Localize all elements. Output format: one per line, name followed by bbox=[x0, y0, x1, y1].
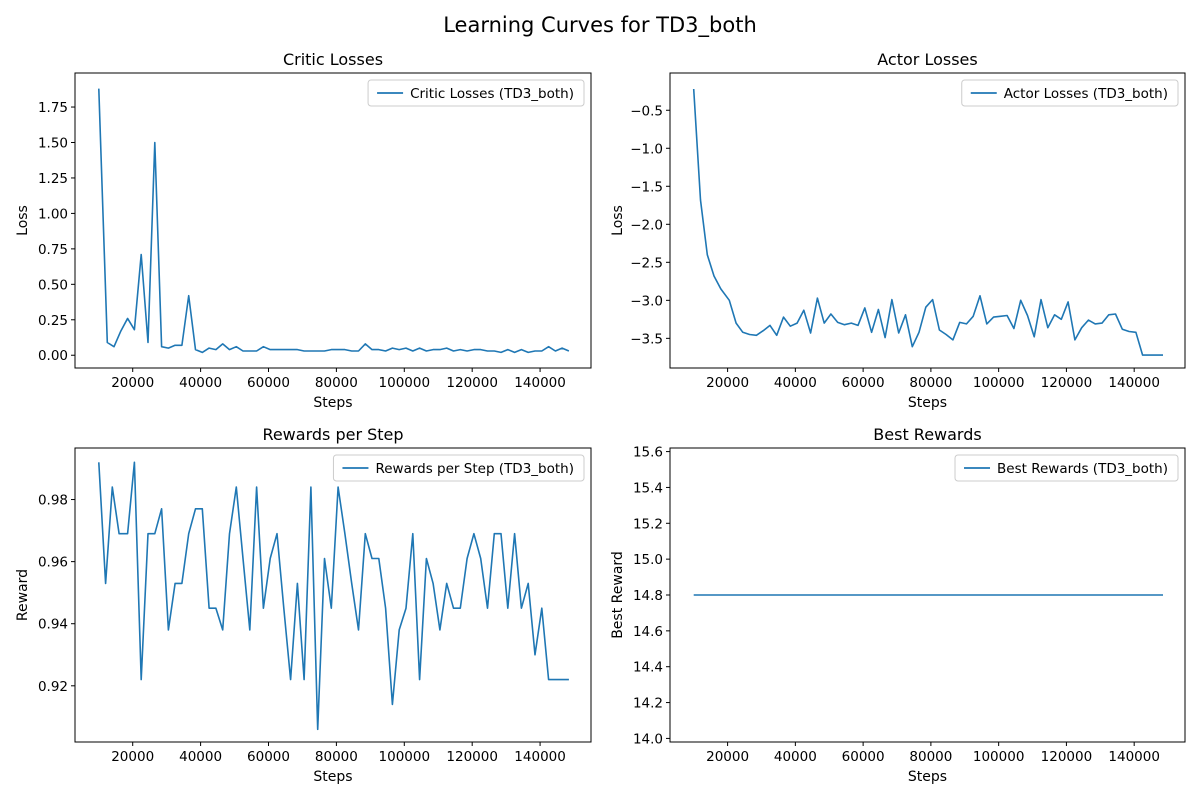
x-tick-label: 140000 bbox=[514, 749, 566, 765]
plot-frame bbox=[74, 447, 592, 743]
legend-box bbox=[961, 79, 1179, 107]
y-axis-label: Best Reward bbox=[610, 551, 626, 639]
y-tick-label: 0.25 bbox=[38, 313, 68, 329]
series-line bbox=[98, 461, 569, 731]
x-tick-label: 40000 bbox=[774, 749, 817, 765]
legend-label: Critic Losses (TD3_both) bbox=[410, 86, 574, 102]
y-tick-label: 14.6 bbox=[633, 624, 663, 640]
x-axis-label: Steps bbox=[313, 395, 352, 411]
y-tick-label: −2.0 bbox=[630, 217, 663, 233]
chart-panel: Best Rewards 20000 40000 60000 80000 100000 12… bbox=[610, 425, 1186, 785]
x-tick-label: 60000 bbox=[842, 749, 885, 765]
x-tick-label: 60000 bbox=[842, 375, 885, 391]
y-tick-label: 14.4 bbox=[633, 660, 663, 676]
x-tick-label: 140000 bbox=[1108, 749, 1160, 765]
x-tick-label: 20000 bbox=[111, 749, 154, 765]
x-tick-label: 100000 bbox=[973, 375, 1025, 391]
chart-title: Best Rewards bbox=[873, 425, 981, 444]
y-tick-label: 0.94 bbox=[38, 617, 68, 633]
y-tick-label: 0.92 bbox=[38, 679, 68, 695]
series-line bbox=[692, 88, 1163, 356]
x-tick-label: 120000 bbox=[1041, 749, 1093, 765]
chart-panel: Actor Losses 20000 40000 60000 80000 100000 12… bbox=[610, 50, 1186, 411]
x-axis-label: Steps bbox=[313, 769, 352, 785]
x-tick-label: 80000 bbox=[315, 375, 358, 391]
y-tick-label: 0.75 bbox=[38, 242, 68, 258]
legend-label: Actor Losses (TD3_both) bbox=[1004, 86, 1168, 102]
x-tick-label: 20000 bbox=[111, 375, 154, 391]
y-axis-label: Reward bbox=[15, 569, 31, 621]
x-axis-label: Steps bbox=[908, 769, 947, 785]
x-tick-label: 120000 bbox=[446, 749, 498, 765]
y-tick-label: −0.5 bbox=[630, 103, 663, 119]
x-tick-label: 80000 bbox=[909, 375, 952, 391]
x-tick-label: 40000 bbox=[179, 375, 222, 391]
y-tick-label: −3.5 bbox=[630, 331, 663, 347]
x-tick-label: 120000 bbox=[446, 375, 498, 391]
x-tick-label: 100000 bbox=[973, 749, 1025, 765]
y-tick-label: 15.0 bbox=[633, 552, 663, 568]
y-tick-label: 14.8 bbox=[633, 588, 663, 604]
x-tick-label: 100000 bbox=[379, 749, 431, 765]
series-line bbox=[98, 88, 570, 354]
y-tick-label: 14.0 bbox=[633, 731, 663, 747]
x-tick-label: 100000 bbox=[379, 375, 431, 391]
y-tick-label: −3.0 bbox=[630, 293, 663, 309]
x-tick-label: 120000 bbox=[1041, 375, 1093, 391]
chart-panel: Critic Losses 20000 40000 60000 80000 100000 1… bbox=[15, 50, 592, 411]
x-tick-label: 140000 bbox=[514, 375, 566, 391]
legend-box bbox=[367, 79, 585, 107]
y-tick-label: 0.50 bbox=[38, 277, 68, 293]
y-tick-label: −1.0 bbox=[630, 141, 663, 157]
legend-box bbox=[954, 454, 1179, 482]
y-tick-label: 0.00 bbox=[38, 348, 68, 364]
y-tick-label: 1.25 bbox=[38, 171, 68, 187]
y-tick-label: 15.4 bbox=[633, 480, 663, 496]
x-tick-label: 20000 bbox=[706, 375, 749, 391]
x-tick-label: 20000 bbox=[706, 749, 749, 765]
chart-title: Critic Losses bbox=[283, 50, 383, 69]
x-tick-label: 80000 bbox=[315, 749, 358, 765]
plot-frame bbox=[669, 72, 1186, 369]
x-axis-label: Steps bbox=[908, 395, 947, 411]
chart-title: Rewards per Step bbox=[262, 425, 403, 444]
x-tick-label: 60000 bbox=[247, 749, 290, 765]
plot-frame bbox=[74, 72, 592, 369]
y-tick-label: 14.2 bbox=[633, 696, 663, 712]
legend-label: Best Rewards (TD3_both) bbox=[997, 461, 1168, 477]
x-tick-label: 60000 bbox=[247, 375, 290, 391]
y-tick-label: 0.96 bbox=[38, 555, 68, 571]
y-axis-label: Loss bbox=[15, 205, 31, 236]
x-tick-label: 140000 bbox=[1108, 375, 1160, 391]
figure-title: Learning Curves for TD3_both bbox=[443, 13, 757, 38]
y-tick-label: 1.00 bbox=[38, 206, 68, 222]
y-tick-label: −1.5 bbox=[630, 179, 663, 195]
x-tick-label: 80000 bbox=[909, 749, 952, 765]
chart-title: Actor Losses bbox=[877, 50, 977, 69]
legend-box bbox=[332, 454, 585, 482]
chart-panel: Rewards per Step 20000 40000 60000 80000 1000… bbox=[15, 425, 592, 785]
y-tick-label: 15.2 bbox=[633, 516, 663, 532]
y-axis-label: Loss bbox=[610, 205, 626, 236]
y-tick-label: 15.6 bbox=[633, 445, 663, 461]
x-tick-label: 40000 bbox=[774, 375, 817, 391]
y-tick-label: 1.75 bbox=[38, 100, 68, 116]
y-tick-label: −2.5 bbox=[630, 255, 663, 271]
y-tick-label: 1.50 bbox=[38, 135, 68, 151]
legend-label: Rewards per Step (TD3_both) bbox=[375, 461, 574, 477]
x-tick-label: 40000 bbox=[179, 749, 222, 765]
y-tick-label: 0.98 bbox=[38, 493, 68, 509]
